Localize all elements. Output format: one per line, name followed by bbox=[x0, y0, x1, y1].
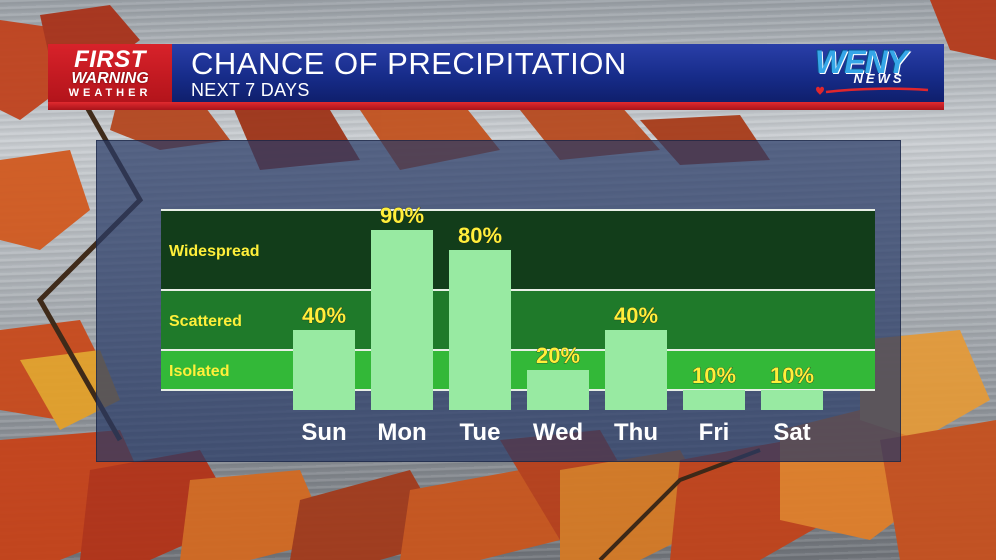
day-label-sat: Sat bbox=[773, 419, 810, 446]
value-label-thu: 40% bbox=[614, 303, 658, 328]
day-label-wed: Wed bbox=[533, 419, 583, 446]
day-label-sun: Sun bbox=[301, 419, 346, 446]
chart-panel: Widespread Scattered Isolated 40% Sun 90% Mon 8… bbox=[96, 140, 901, 462]
station-logo-weny: WENY bbox=[815, 44, 908, 80]
bar-sat bbox=[761, 390, 823, 410]
logo-weather-text: WEATHER bbox=[68, 87, 152, 99]
precipitation-chart: Widespread Scattered Isolated 40% Sun 90% Mon 8… bbox=[161, 203, 875, 446]
bar-thu bbox=[605, 330, 667, 410]
bar-sun bbox=[293, 330, 355, 410]
bar-mon bbox=[371, 230, 433, 410]
day-label-tue: Tue bbox=[460, 419, 501, 446]
bar-fri bbox=[683, 390, 745, 410]
band-label-isolated: Isolated bbox=[169, 363, 229, 380]
page-title: CHANCE OF PRECIPITATION bbox=[191, 46, 627, 81]
bar-wed bbox=[527, 370, 589, 410]
heart-swoosh-icon bbox=[816, 86, 929, 95]
page-subtitle: NEXT 7 DAYS bbox=[191, 80, 310, 100]
header-banner: FIRST WARNING WEATHER CHANCE OF PRECIPIT… bbox=[48, 44, 944, 110]
day-label-thu: Thu bbox=[614, 419, 658, 446]
band-isolated bbox=[161, 350, 875, 390]
bar-tue bbox=[449, 250, 511, 410]
logo-first-text: FIRST bbox=[74, 46, 146, 73]
value-label-tue: 80% bbox=[458, 223, 502, 248]
logo-warning-text: WARNING bbox=[71, 70, 149, 87]
first-warning-weather-logo: FIRST WARNING WEATHER bbox=[48, 44, 172, 102]
band-label-scattered: Scattered bbox=[169, 313, 242, 330]
value-label-sun: 40% bbox=[302, 303, 346, 328]
day-label-fri: Fri bbox=[699, 419, 730, 446]
value-label-sat: 10% bbox=[770, 363, 814, 388]
value-label-mon: 90% bbox=[380, 203, 424, 228]
band-label-widespread: Widespread bbox=[169, 243, 260, 260]
station-logo-news: NEWS bbox=[853, 71, 905, 86]
band-scattered bbox=[161, 290, 875, 350]
day-label-mon: Mon bbox=[377, 419, 426, 446]
banner-red-stripe bbox=[48, 102, 944, 110]
banner-blue-bar bbox=[48, 44, 944, 102]
value-label-wed: 20% bbox=[536, 343, 580, 368]
band-widespread bbox=[161, 210, 875, 290]
value-label-fri: 10% bbox=[692, 363, 736, 388]
